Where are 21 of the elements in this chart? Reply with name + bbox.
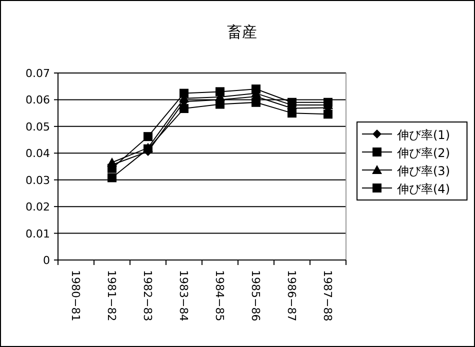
x-tick-label: 1980−81 bbox=[69, 270, 82, 322]
x-tick-label: 1981−82 bbox=[105, 270, 118, 322]
y-tick-label: 0.01 bbox=[26, 227, 50, 240]
y-tick-label: 0.02 bbox=[26, 200, 50, 214]
x-tick-label: 1982−83 bbox=[141, 270, 154, 322]
y-tick-label: 0 bbox=[43, 254, 50, 267]
y-tick-label: 0.04 bbox=[26, 147, 50, 160]
legend-label: 伸び率(1) bbox=[396, 128, 450, 142]
y-tick-label: 0.07 bbox=[26, 67, 50, 80]
x-tick-label: 1987−88 bbox=[321, 270, 334, 322]
y-tick-label: 0.06 bbox=[26, 94, 50, 107]
legend-label: 伸び率(4) bbox=[396, 182, 450, 196]
y-tick-label: 0.03 bbox=[26, 174, 50, 187]
chart-title: 畜産 bbox=[227, 23, 257, 41]
x-tick-label: 1985−86 bbox=[249, 270, 262, 322]
legend-label: 伸び率(2) bbox=[396, 146, 450, 160]
y-tick-label: 0.05 bbox=[26, 120, 50, 134]
x-tick-label: 1984−85 bbox=[213, 270, 226, 322]
x-tick-label: 1986−87 bbox=[285, 270, 298, 322]
x-tick-label: 1983−84 bbox=[177, 270, 190, 322]
legend-label: 伸び率(3) bbox=[396, 164, 450, 178]
